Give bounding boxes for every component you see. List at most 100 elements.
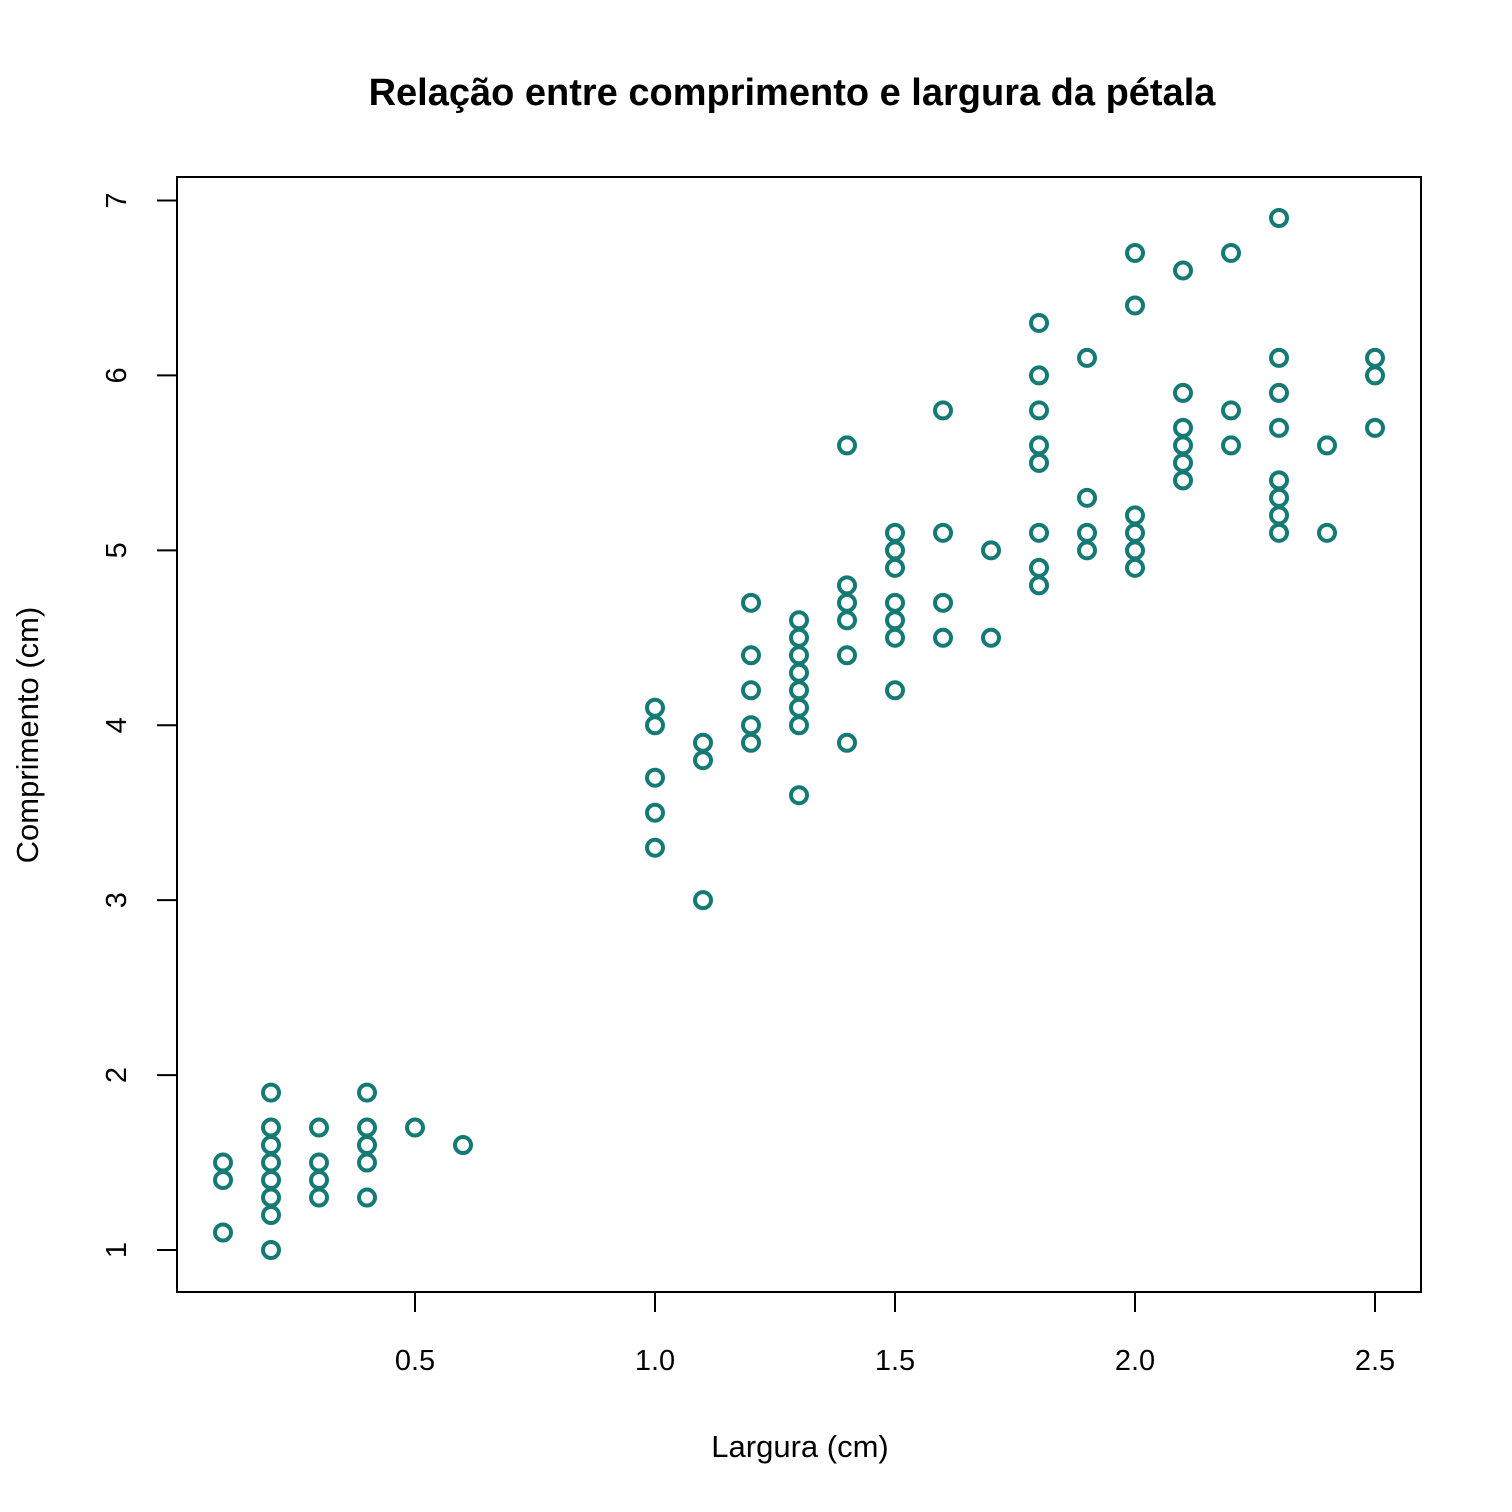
data-point — [693, 732, 713, 753]
data-point — [213, 1170, 233, 1191]
data-point — [1077, 487, 1097, 508]
data-point — [1221, 400, 1241, 421]
data-point — [1173, 260, 1193, 281]
data-point — [1029, 557, 1049, 578]
data-point — [357, 1117, 377, 1138]
data-point — [1269, 347, 1289, 368]
data-point — [789, 645, 809, 666]
data-point — [261, 1170, 281, 1191]
data-point — [645, 837, 665, 858]
data-point — [885, 610, 905, 631]
data-point — [1077, 522, 1097, 543]
data-point — [357, 1187, 377, 1208]
data-point — [1029, 400, 1049, 421]
x-tick-label: 0.5 — [395, 1345, 435, 1377]
data-point — [837, 575, 857, 596]
data-point — [1173, 452, 1193, 473]
data-point — [837, 610, 857, 631]
data-point — [1269, 470, 1289, 491]
data-point — [645, 767, 665, 788]
data-point — [1029, 452, 1049, 473]
data-point — [1029, 365, 1049, 386]
x-tick-label: 2.0 — [1115, 1345, 1155, 1377]
data-point — [789, 627, 809, 648]
x-tick-label: 1.0 — [635, 1345, 675, 1377]
data-point — [1125, 242, 1145, 263]
data-point — [1269, 487, 1289, 508]
data-point — [933, 522, 953, 543]
data-point — [309, 1170, 329, 1191]
data-point — [261, 1082, 281, 1103]
data-point — [1269, 417, 1289, 438]
data-points — [213, 208, 1385, 1260]
data-point — [1221, 435, 1241, 456]
data-point — [933, 400, 953, 421]
chart-title: Relação entre comprimento e largura da p… — [369, 72, 1217, 114]
data-point — [1077, 540, 1097, 561]
data-point — [1029, 522, 1049, 543]
data-point — [693, 890, 713, 911]
data-point — [1173, 435, 1193, 456]
data-point — [885, 522, 905, 543]
data-point — [357, 1082, 377, 1103]
data-point — [789, 610, 809, 631]
data-point — [1221, 242, 1241, 263]
data-point — [885, 557, 905, 578]
data-point — [885, 680, 905, 701]
data-point — [789, 697, 809, 718]
data-point — [1029, 312, 1049, 333]
data-point — [1029, 575, 1049, 596]
y-axis: 1 2 3 4 5 6 7 — [101, 192, 178, 1258]
data-point — [261, 1205, 281, 1226]
data-point — [1173, 417, 1193, 438]
y-tick-label: 2 — [101, 1067, 133, 1083]
data-point — [645, 802, 665, 823]
data-point — [741, 645, 761, 666]
data-point — [1269, 208, 1289, 228]
data-point — [1125, 505, 1145, 526]
data-point — [741, 715, 761, 736]
data-point — [837, 435, 857, 456]
x-tick-label: 2.5 — [1355, 1345, 1395, 1377]
data-point — [261, 1187, 281, 1208]
data-point — [1269, 505, 1289, 526]
data-point — [405, 1117, 425, 1138]
data-point — [789, 680, 809, 701]
data-point — [981, 540, 1001, 561]
data-point — [213, 1222, 233, 1243]
data-point — [309, 1117, 329, 1138]
y-tick-label: 5 — [101, 542, 133, 558]
data-point — [885, 592, 905, 613]
data-point — [261, 1240, 281, 1260]
data-point — [1173, 470, 1193, 491]
data-point — [645, 697, 665, 718]
data-point — [693, 750, 713, 771]
x-axis: 0.5 1.0 1.5 2.0 2.5 — [395, 1291, 1395, 1377]
y-tick-label: 3 — [101, 892, 133, 908]
data-point — [1029, 435, 1049, 456]
data-point — [789, 715, 809, 736]
y-tick-label: 6 — [101, 367, 133, 383]
data-point — [213, 1152, 233, 1173]
data-point — [741, 680, 761, 701]
data-point — [1317, 522, 1337, 543]
data-point — [789, 662, 809, 683]
data-point — [1125, 557, 1145, 578]
data-point — [309, 1187, 329, 1208]
x-axis-label: Largura (cm) — [711, 1429, 888, 1464]
y-tick-label: 4 — [101, 717, 133, 733]
data-point — [981, 627, 1001, 648]
data-point — [1269, 522, 1289, 543]
data-point — [1317, 435, 1337, 456]
data-point — [1125, 540, 1145, 561]
data-point — [1365, 365, 1385, 386]
data-point — [309, 1152, 329, 1173]
data-point — [837, 732, 857, 753]
data-point — [933, 627, 953, 648]
data-point — [837, 645, 857, 666]
data-point — [1125, 295, 1145, 316]
data-point — [357, 1152, 377, 1173]
y-axis-label: Comprimento (cm) — [10, 607, 45, 864]
data-point — [1077, 347, 1097, 368]
